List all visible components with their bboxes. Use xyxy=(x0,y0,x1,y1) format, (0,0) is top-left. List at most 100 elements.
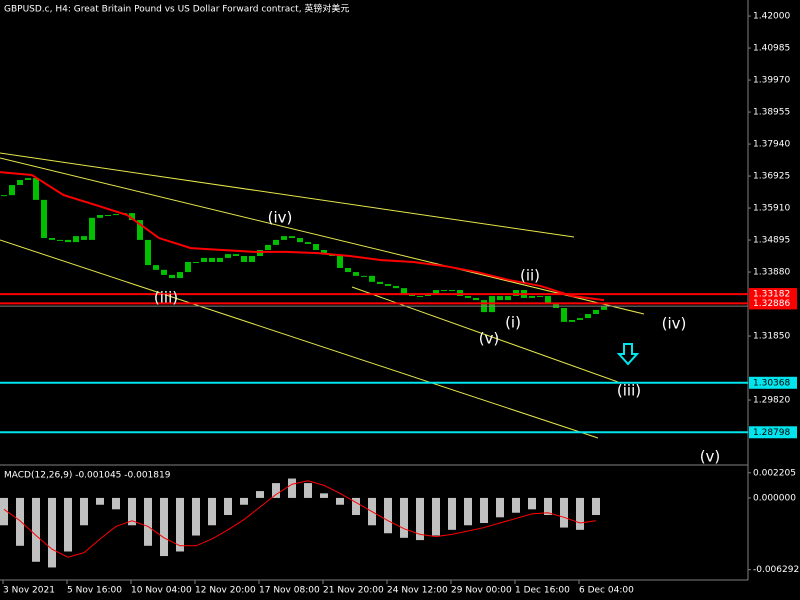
level-box xyxy=(749,297,797,310)
candle xyxy=(377,281,383,285)
x-tick-label: 29 Nov 00:00 xyxy=(451,586,512,596)
moving-average xyxy=(0,171,605,302)
histogram-bar xyxy=(16,497,24,546)
histogram-bar xyxy=(0,497,8,526)
histogram-bar xyxy=(288,478,296,498)
candle xyxy=(137,220,143,240)
candle xyxy=(145,239,151,266)
candle xyxy=(593,309,599,314)
candle xyxy=(569,319,575,322)
x-tick-label: 10 Nov 04:00 xyxy=(131,586,192,596)
histogram-bar xyxy=(160,497,168,557)
candle xyxy=(201,257,207,262)
histogram-bar xyxy=(528,497,536,510)
histogram-bar xyxy=(448,497,456,530)
y-tick-label: 1.35910 xyxy=(753,204,790,214)
level-label: 1.33182 xyxy=(753,290,790,300)
candle xyxy=(465,296,471,298)
candle xyxy=(513,290,519,297)
x-tick-label: 21 Nov 20:00 xyxy=(323,586,384,596)
candle xyxy=(529,296,535,298)
macd-label: MACD(12,26,9) -0.001045 -0.001819 xyxy=(4,471,171,481)
candle xyxy=(297,238,303,243)
candle xyxy=(313,244,319,250)
candle xyxy=(249,255,255,262)
candle xyxy=(353,272,359,276)
candle xyxy=(409,294,415,297)
candle xyxy=(257,249,263,256)
level-box xyxy=(749,376,797,389)
y-tick-label: 1.40985 xyxy=(753,44,790,54)
candle xyxy=(393,285,399,289)
candle xyxy=(361,275,367,277)
histogram-bar xyxy=(256,491,264,498)
histogram-bar xyxy=(400,497,408,538)
candle xyxy=(9,185,15,196)
y-tick-label: 1.38955 xyxy=(753,108,790,118)
histogram-bar xyxy=(64,497,72,552)
histogram-bar xyxy=(416,497,424,541)
x-tick-label: 5 Nov 16:00 xyxy=(67,586,122,596)
x-tick-label: 12 Nov 20:00 xyxy=(195,586,256,596)
wave-label: (v) xyxy=(700,448,721,466)
histogram-bar xyxy=(512,497,520,513)
candle xyxy=(65,239,71,243)
candle xyxy=(177,272,183,279)
level-label: 1.30368 xyxy=(753,378,790,388)
histogram-bar xyxy=(208,497,216,526)
candle xyxy=(265,244,271,250)
candle xyxy=(585,313,591,319)
histogram-bar xyxy=(544,497,552,516)
candle xyxy=(321,249,327,255)
wave-label: (iii) xyxy=(154,289,178,307)
candle xyxy=(537,296,543,298)
y-tick-label: 1.39970 xyxy=(753,76,790,86)
candle xyxy=(561,308,567,322)
level-box xyxy=(749,426,797,439)
candle xyxy=(81,236,87,240)
candle xyxy=(345,267,351,273)
candle xyxy=(185,261,191,273)
y-tick-label: 1.29820 xyxy=(753,396,790,406)
y-tick-label: 0.000000 xyxy=(753,493,796,503)
histogram-bar xyxy=(352,497,360,516)
candle xyxy=(105,215,111,217)
wave-label: (v) xyxy=(479,330,500,348)
chart-title: GBPUSD.c, H4: Great Britain Pound vs US … xyxy=(4,3,349,15)
histogram-bar xyxy=(128,497,136,526)
candle xyxy=(129,213,135,221)
histogram-bar xyxy=(96,497,104,505)
candle xyxy=(89,217,95,240)
wave-label: (iv) xyxy=(268,209,293,227)
candle xyxy=(17,180,23,186)
candle xyxy=(473,297,479,301)
wave-label: (i) xyxy=(505,314,521,332)
candle xyxy=(209,257,215,262)
candle xyxy=(1,195,7,197)
candle xyxy=(497,296,503,301)
candle xyxy=(233,254,239,256)
candle xyxy=(433,290,439,295)
histogram-bar xyxy=(560,497,568,528)
histogram-bar xyxy=(480,497,488,523)
signal-line xyxy=(3,480,597,558)
histogram-bar xyxy=(320,493,328,498)
candle xyxy=(505,296,511,301)
trend-line xyxy=(0,157,645,315)
candle xyxy=(337,255,343,268)
candle xyxy=(289,236,295,239)
wave-label: (iii) xyxy=(617,382,641,400)
candle xyxy=(153,265,159,270)
histogram-bar xyxy=(112,497,120,510)
candle xyxy=(305,242,311,245)
candle xyxy=(193,261,199,263)
candle xyxy=(33,178,39,200)
candle xyxy=(457,290,463,297)
level-label: 1.28798 xyxy=(753,428,790,438)
candle xyxy=(441,290,447,292)
candle xyxy=(369,275,375,282)
candle xyxy=(449,290,455,292)
candle xyxy=(97,215,103,218)
x-tick-label: 17 Nov 08:00 xyxy=(259,586,320,596)
